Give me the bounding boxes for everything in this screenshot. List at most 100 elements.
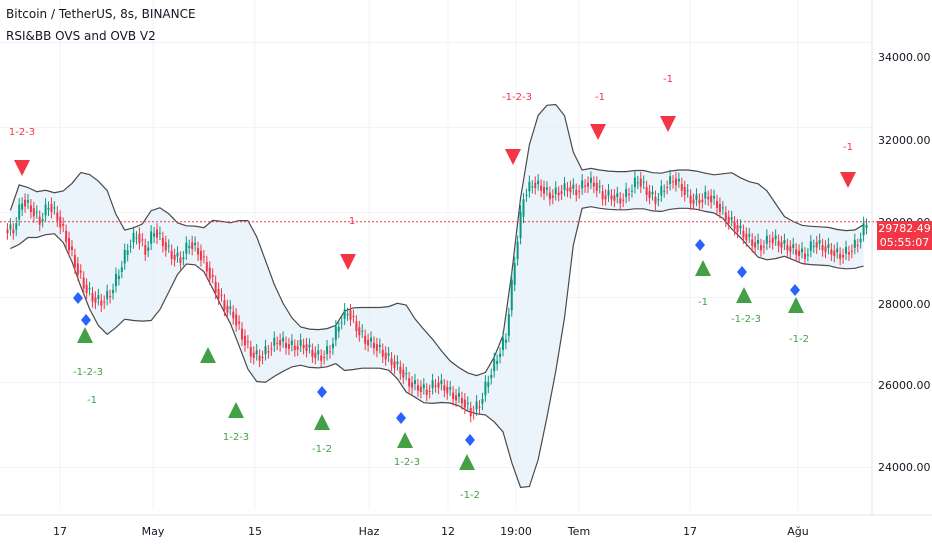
symbol-title[interactable]: Bitcoin / TetherUS, 8s, BINANCE (6, 7, 196, 21)
candle-body[interactable] (601, 191, 604, 200)
candle-body[interactable] (525, 195, 528, 197)
buy-triangle-marker[interactable] (397, 432, 413, 448)
candle-body[interactable] (759, 245, 762, 251)
candle-body[interactable] (575, 189, 578, 196)
candle-body[interactable] (331, 343, 334, 349)
candle-body[interactable] (457, 392, 460, 397)
candle-body[interactable] (504, 339, 507, 343)
candle-body[interactable] (780, 242, 783, 248)
candle-body[interactable] (478, 406, 481, 408)
candle-body[interactable] (569, 187, 572, 193)
candle-body[interactable] (358, 327, 361, 336)
candle-body[interactable] (372, 342, 375, 349)
candle-body[interactable] (129, 246, 132, 248)
candle-body[interactable] (270, 348, 273, 350)
candle-body[interactable] (287, 344, 290, 349)
candle-body[interactable] (636, 182, 639, 184)
candle-body[interactable] (598, 186, 601, 188)
candle-body[interactable] (730, 217, 733, 220)
candle-body[interactable] (865, 224, 868, 229)
candle-body[interactable] (528, 181, 531, 192)
candle-body[interactable] (613, 195, 616, 201)
candle-body[interactable] (73, 255, 76, 268)
candle-body[interactable] (290, 340, 293, 345)
candle-body[interactable] (501, 337, 504, 350)
candle-body[interactable] (443, 385, 446, 391)
candle-body[interactable] (328, 351, 331, 353)
candle-body[interactable] (821, 245, 824, 251)
candle-body[interactable] (736, 225, 739, 232)
candle-body[interactable] (572, 184, 575, 189)
candle-body[interactable] (65, 230, 68, 242)
candle-body[interactable] (238, 321, 241, 324)
candle-body[interactable] (522, 199, 525, 217)
candle-body[interactable] (320, 355, 323, 361)
candle-body[interactable] (346, 314, 349, 316)
sell-triangle-marker[interactable] (505, 149, 521, 165)
candle-body[interactable] (475, 401, 478, 410)
candle-body[interactable] (202, 256, 205, 258)
candle-body[interactable] (654, 196, 657, 204)
candle-body[interactable] (241, 328, 244, 340)
candle-body[interactable] (692, 199, 695, 204)
candle-body[interactable] (416, 385, 419, 391)
candle-body[interactable] (188, 246, 191, 248)
candle-body[interactable] (337, 326, 340, 332)
candle-body[interactable] (499, 353, 502, 357)
candle-body[interactable] (455, 395, 458, 401)
candle-body[interactable] (581, 180, 584, 189)
candle-body[interactable] (381, 349, 384, 357)
candle-body[interactable] (314, 352, 317, 358)
candle-body[interactable] (126, 250, 129, 255)
candle-body[interactable] (786, 245, 789, 251)
candle-body[interactable] (378, 344, 381, 348)
candle-body[interactable] (616, 193, 619, 197)
candle-body[interactable] (109, 296, 112, 298)
candle-body[interactable] (842, 255, 845, 258)
candle-body[interactable] (578, 191, 581, 193)
candle-body[interactable] (79, 270, 82, 273)
candle-body[interactable] (408, 378, 411, 387)
candle-body[interactable] (399, 366, 402, 374)
candle-body[interactable] (757, 239, 760, 244)
candle-body[interactable] (768, 240, 771, 242)
diamond-marker[interactable] (396, 412, 406, 424)
candle-body[interactable] (144, 245, 147, 255)
candle-body[interactable] (355, 321, 358, 332)
candle-body[interactable] (138, 233, 141, 244)
candle-body[interactable] (534, 182, 537, 188)
candle-body[interactable] (68, 238, 71, 251)
candle-body[interactable] (845, 247, 848, 254)
candle-body[interactable] (710, 195, 713, 203)
candle-body[interactable] (349, 310, 352, 320)
candle-body[interactable] (777, 240, 780, 247)
candle-body[interactable] (194, 242, 197, 246)
candle-body[interactable] (100, 300, 103, 306)
candle-body[interactable] (540, 185, 543, 191)
candle-body[interactable] (666, 187, 669, 188)
candle-body[interactable] (748, 234, 751, 237)
candle-body[interactable] (437, 382, 440, 388)
candle-body[interactable] (367, 340, 370, 346)
candle-body[interactable] (452, 392, 455, 400)
candle-body[interactable] (824, 246, 827, 252)
candle-body[interactable] (490, 374, 493, 379)
candle-body[interactable] (642, 181, 645, 183)
candle-body[interactable] (62, 223, 65, 226)
diamond-marker[interactable] (317, 386, 327, 398)
candle-body[interactable] (112, 289, 115, 294)
candle-body[interactable] (29, 205, 32, 213)
candle-body[interactable] (853, 239, 856, 248)
candle-body[interactable] (387, 353, 390, 356)
buy-triangle-marker[interactable] (459, 454, 475, 470)
candle-body[interactable] (633, 177, 636, 187)
candle-body[interactable] (584, 185, 587, 187)
candle-body[interactable] (545, 187, 548, 190)
diamond-marker[interactable] (790, 284, 800, 296)
buy-triangle-marker[interactable] (736, 287, 752, 303)
candle-body[interactable] (205, 262, 208, 272)
candle-body[interactable] (751, 239, 754, 247)
candle-body[interactable] (150, 231, 153, 244)
